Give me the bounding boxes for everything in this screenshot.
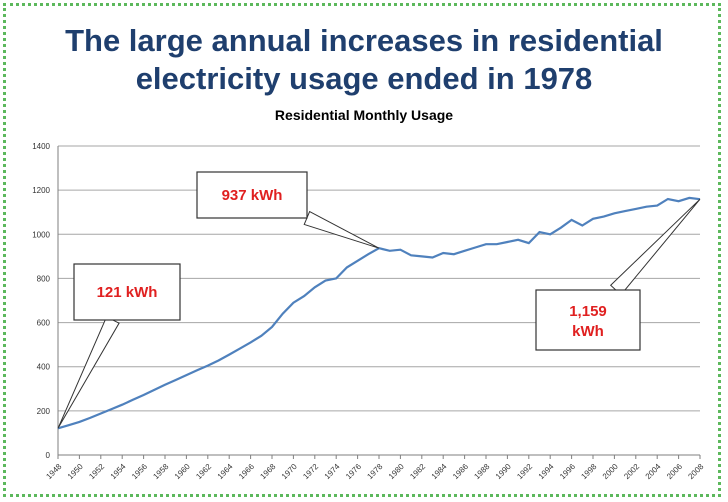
callout-box <box>196 171 308 219</box>
x-axis: 1948 1950 1952 1954 1956 1958 1960 1962 1964 1966… <box>44 454 706 481</box>
x-tick-label: 1996 <box>558 462 577 481</box>
x-tick-label: 1976 <box>344 462 363 481</box>
x-tick-label: 1950 <box>66 462 85 481</box>
x-tick-label: 1970 <box>280 462 299 481</box>
y-tick-label: 200 <box>37 407 51 416</box>
x-tick-label: 1984 <box>430 462 449 481</box>
callout-box <box>535 289 641 351</box>
callout: 121 kWh <box>57 263 181 429</box>
x-tick-label: 1986 <box>451 462 470 481</box>
callouts: 121 kWh 937 kWh 1,159 kWh <box>57 171 701 429</box>
chart-title: Residential Monthly Usage <box>274 107 454 123</box>
x-tick-label: 1964 <box>216 462 235 481</box>
x-tick-label: 2008 <box>686 462 705 481</box>
callout: 1,159 kWh <box>535 198 701 351</box>
callout-label: 937 kWh <box>222 187 283 204</box>
callout-pointer <box>57 316 120 429</box>
x-tick-label: 1962 <box>194 462 213 481</box>
y-tick-label: 0 <box>46 451 51 460</box>
callout-label-line-2: kWh <box>572 323 604 340</box>
x-tick-label: 2006 <box>665 462 684 481</box>
page-border <box>3 3 721 497</box>
x-tick-label: 1990 <box>494 462 513 481</box>
y-tick-label: 400 <box>37 363 51 372</box>
headline-line-1: The large annual increases in residentia… <box>65 23 663 58</box>
x-tick-label: 1948 <box>44 462 63 481</box>
headline-line-2: electricity usage ended in 1978 <box>135 61 593 96</box>
y-axis: 0 200 400 600 800 1000 1200 1400 <box>32 142 59 460</box>
x-tick-label: 1978 <box>365 462 384 481</box>
y-tick-label: 1000 <box>32 230 50 239</box>
x-tick-label: 1982 <box>408 462 427 481</box>
y-tick-label: 800 <box>37 274 51 283</box>
y-tick-label: 1400 <box>32 142 50 151</box>
x-tick-label: 1954 <box>109 462 128 481</box>
y-tick-label: 1200 <box>32 186 50 195</box>
x-tick-label: 2000 <box>601 462 620 481</box>
callout: 937 kWh <box>196 171 380 249</box>
x-tick-label: 1992 <box>515 462 534 481</box>
x-tick-label: 1980 <box>387 462 406 481</box>
x-tick-label: 2002 <box>622 462 641 481</box>
x-tick-label: 1952 <box>87 462 106 481</box>
x-tick-label: 1972 <box>301 462 320 481</box>
y-tick-label: 600 <box>37 319 51 328</box>
callout-label: 1,159 <box>569 303 607 320</box>
x-tick-label: 1994 <box>537 462 556 481</box>
x-tick-label: 1966 <box>237 462 256 481</box>
x-tick-label: 1956 <box>130 462 149 481</box>
callout-pointer <box>609 198 701 296</box>
x-tick-label: 1974 <box>323 462 342 481</box>
x-tick-label: 1998 <box>579 462 598 481</box>
x-tick-label: 1968 <box>258 462 277 481</box>
callout-pointer <box>303 210 380 249</box>
grid-lines <box>58 145 700 412</box>
x-tick-label: 2004 <box>644 462 663 481</box>
headline: The large annual increases in residentia… <box>0 22 728 98</box>
callout-box <box>73 263 181 321</box>
callout-label: 121 kWh <box>97 284 158 301</box>
x-tick-label: 1988 <box>472 462 491 481</box>
x-tick-label: 1960 <box>173 462 192 481</box>
x-tick-label: 1958 <box>151 462 170 481</box>
